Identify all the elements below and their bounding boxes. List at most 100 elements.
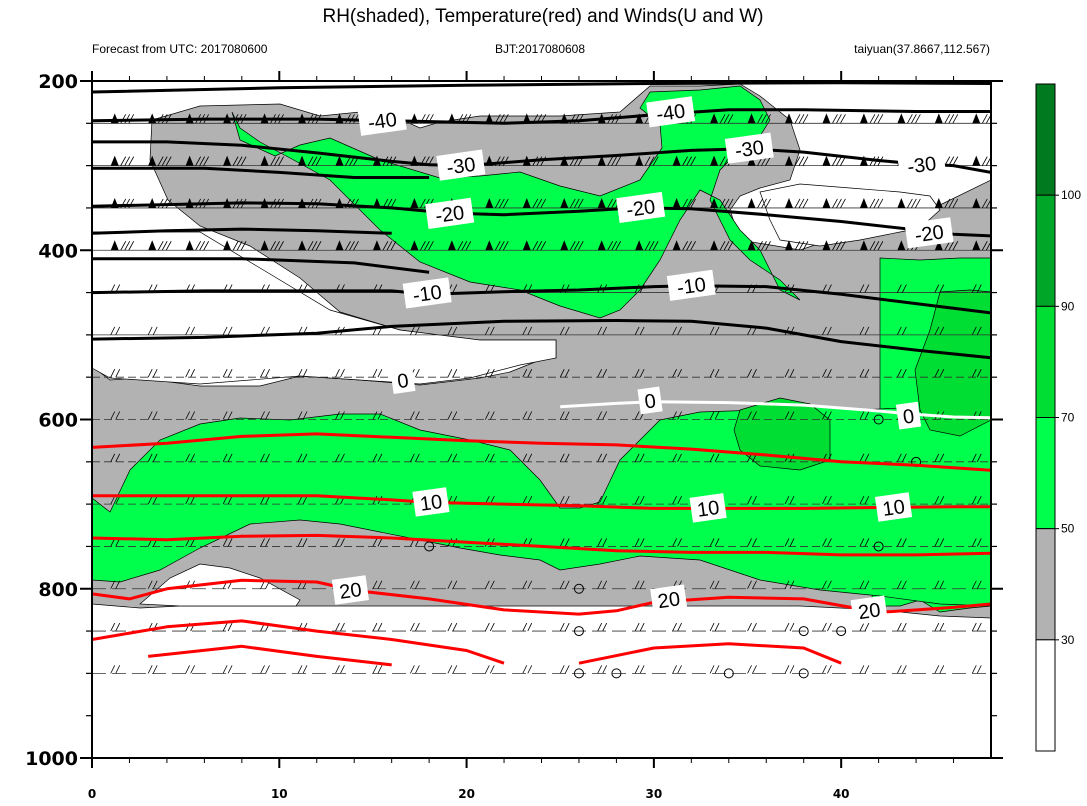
wind-barb: [934, 495, 945, 505]
wind-barb: [522, 411, 533, 420]
wind-barb: [372, 665, 383, 674]
wind-barb: [822, 411, 832, 420]
temperature-contour--10: [92, 284, 991, 315]
wind-barb: [372, 538, 383, 547]
wind-barb: [222, 495, 233, 505]
contour-label: -20: [616, 191, 666, 224]
wind-barb: [335, 369, 345, 378]
calm-wind-circle: [573, 626, 584, 637]
wind-barb: [147, 665, 158, 674]
contour-label: -30: [724, 132, 774, 164]
wind-barb: [896, 622, 907, 632]
contour-label: -40: [357, 104, 407, 136]
wind-barb: [709, 453, 720, 462]
colorbar-label: 30: [1061, 633, 1075, 647]
wind-barb: [597, 622, 608, 632]
wind-barb: [635, 240, 659, 251]
forecast-time-label: Forecast from UTC: 2017080600: [92, 42, 268, 56]
wind-barb: [372, 369, 383, 378]
wind-barb: [484, 326, 495, 336]
wind-barb: [410, 240, 434, 251]
wind-barb: [335, 538, 345, 547]
wind-barb: [298, 240, 322, 251]
wind-barb: [747, 622, 757, 632]
wind-barb: [110, 411, 121, 420]
contour-label: -20: [425, 197, 475, 229]
wind-barb: [634, 622, 645, 632]
wind-barb: [971, 580, 982, 589]
wind-barb: [297, 495, 308, 505]
wind-barb: [147, 326, 158, 336]
wind-barb: [934, 665, 945, 674]
temperature-contour-0: [560, 400, 991, 420]
wind-barb: [597, 369, 608, 378]
wind-barb: [971, 326, 982, 336]
y-tick-label: 600: [38, 410, 78, 432]
temperature-contour-10: [92, 494, 991, 510]
wind-barb: [597, 538, 608, 547]
wind-barb: [185, 495, 196, 505]
colorbar-swatch: [1035, 417, 1056, 530]
contour-label-text: -20: [913, 221, 945, 247]
wind-barb: [934, 369, 945, 378]
wind-barb: [185, 240, 209, 251]
wind-barb: [784, 665, 795, 674]
wind-barb: [410, 622, 420, 632]
wind-barb: [971, 622, 982, 632]
wind-barb: [110, 580, 121, 589]
wind-barb: [110, 326, 121, 336]
wind-barb: [597, 580, 608, 589]
contour-label: -30: [436, 149, 486, 181]
wind-barb: [709, 538, 720, 547]
wind-barb: [672, 369, 682, 378]
temperature-contour--20: [92, 227, 392, 235]
wind-barb: [447, 665, 458, 674]
wind-barb: [147, 411, 158, 420]
contour-label: 10: [689, 493, 727, 523]
contour-label-text: -40: [367, 109, 399, 135]
contour-label: -20: [904, 217, 954, 249]
wind-barb: [110, 495, 121, 505]
wind-barb: [522, 665, 533, 674]
wind-barb: [747, 665, 757, 674]
x-tick-label: 10: [271, 787, 288, 801]
wind-barb: [597, 453, 608, 462]
wind-barb: [747, 240, 771, 251]
wind-barb: [560, 197, 584, 209]
wind-barb: [859, 326, 870, 336]
contour-label: 20: [850, 595, 888, 626]
contour-label-text: 0: [643, 390, 657, 413]
wind-barb: [710, 197, 734, 209]
wind-barb: [859, 453, 870, 462]
wind-barb: [147, 495, 158, 505]
wind-barb: [934, 580, 945, 589]
contour-label-text: -10: [676, 274, 708, 300]
wind-barb: [297, 411, 308, 420]
wind-barb: [784, 538, 795, 547]
wind-barb: [222, 538, 233, 547]
wind-barb: [372, 453, 383, 462]
bjt-time-label: BJT:2017080608: [495, 42, 585, 56]
wind-barb: [634, 495, 645, 505]
wind-barb: [822, 495, 832, 505]
y-tick-label: 800: [38, 579, 78, 601]
wind-barb: [822, 580, 832, 589]
wind-barb: [971, 495, 982, 505]
wind-barb: [747, 495, 757, 505]
temperature-contour--40: [92, 81, 991, 94]
contour-label: 20: [331, 575, 369, 605]
x-tick-label: 0: [88, 787, 96, 801]
wind-barb: [148, 155, 172, 166]
wind-barb: [709, 665, 720, 674]
wind-barb: [297, 538, 308, 547]
wind-barb: [709, 411, 720, 420]
wind-barb: [185, 411, 196, 420]
wind-barb: [897, 113, 921, 124]
wind-barb: [784, 113, 809, 124]
chart-title: RH(shaded), Temperature(red) and Winds(U…: [322, 6, 763, 27]
wind-barb: [522, 369, 533, 378]
temperature-contour--10: [92, 319, 991, 360]
wind-barb: [484, 665, 495, 674]
wind-barb: [559, 411, 570, 420]
wind-barb: [971, 453, 982, 462]
